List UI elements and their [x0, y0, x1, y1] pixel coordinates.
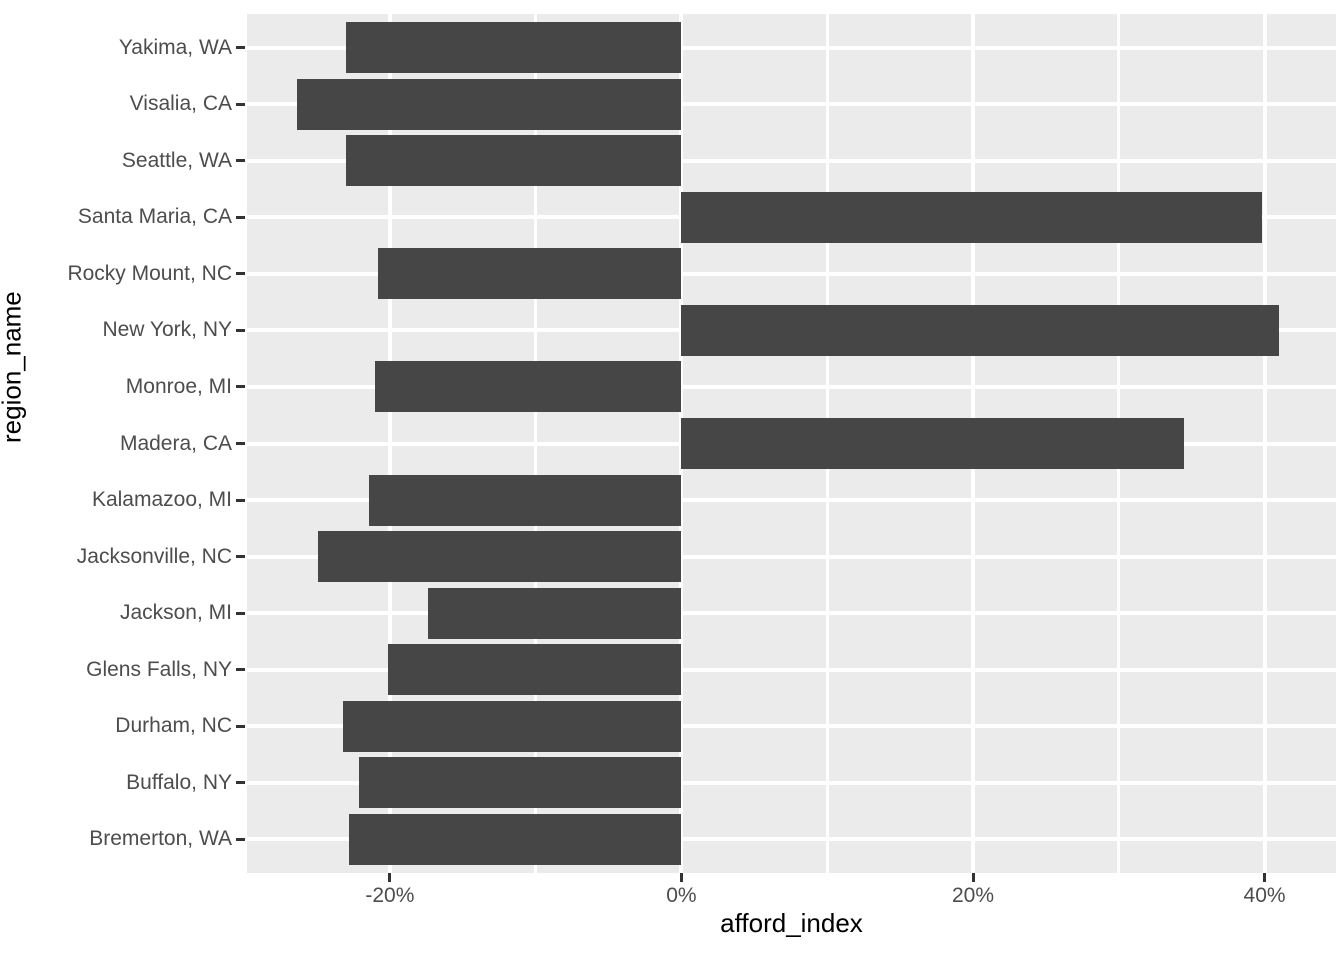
y-tick-label: Rocky Mount, NC — [67, 261, 232, 285]
y-tick-label: Seattle, WA — [121, 148, 232, 172]
y-tick-mark — [236, 272, 245, 276]
y-tick-label: Jackson, MI — [119, 601, 232, 625]
bar — [427, 588, 682, 639]
y-tick-mark — [236, 46, 245, 50]
y-gridline — [247, 384, 1336, 389]
bar — [375, 361, 682, 412]
y-tick-label: Yakima, WA — [118, 35, 232, 59]
y-gridline — [247, 158, 1336, 163]
y-tick-mark — [236, 159, 245, 163]
bar — [681, 192, 1262, 243]
x-tick-label: 20% — [951, 884, 995, 907]
x-tick-label: -20% — [365, 884, 415, 907]
y-tick-mark — [236, 837, 245, 841]
y-tick-mark — [236, 328, 245, 332]
y-tick-mark — [236, 442, 245, 445]
bar — [296, 79, 682, 130]
bar — [359, 757, 682, 808]
y-gridline — [247, 724, 1336, 729]
y-tick-label: Jacksonville, NC — [76, 544, 232, 568]
y-tick-mark — [236, 781, 245, 785]
y-tick-label: Kalamazoo, MI — [91, 488, 232, 511]
y-gridline — [247, 667, 1336, 672]
y-tick-label: Visalia, CA — [129, 92, 232, 116]
x-tick-mark — [971, 873, 975, 882]
y-tick-mark — [236, 668, 245, 672]
y-tick-mark — [236, 611, 245, 615]
y-tick-mark — [236, 498, 245, 502]
bar — [346, 22, 682, 73]
x-axis-title: afford_index — [720, 908, 863, 938]
y-gridline — [247, 498, 1336, 502]
y-tick-mark — [236, 215, 245, 219]
y-gridline — [247, 554, 1336, 559]
y-gridline — [247, 102, 1336, 107]
bar — [681, 305, 1280, 356]
y-tick-mark — [236, 724, 245, 728]
y-gridline — [247, 780, 1336, 785]
bar — [378, 248, 682, 299]
y-gridline — [247, 837, 1336, 842]
bar — [318, 531, 682, 582]
y-gridline — [247, 45, 1336, 50]
y-tick-mark — [236, 385, 245, 389]
y-tick-label: Madera, CA — [119, 431, 232, 455]
y-tick-label: Durham, NC — [115, 714, 232, 738]
y-tick-mark — [236, 102, 245, 106]
y-tick-mark — [236, 555, 245, 559]
bar — [388, 644, 682, 695]
y-tick-label: Bremerton, WA — [89, 827, 232, 851]
y-tick-label: Buffalo, NY — [126, 770, 232, 794]
y-gridline — [247, 271, 1336, 276]
y-gridline — [247, 611, 1336, 616]
x-tick-label: 40% — [1243, 884, 1286, 907]
y-tick-label: New York, NY — [102, 318, 232, 342]
y-tick-label: Monroe, MI — [125, 374, 232, 398]
bar — [346, 135, 682, 186]
y-tick-label: Glens Falls, NY — [86, 657, 232, 681]
y-axis-title: region_name — [0, 291, 27, 443]
bar — [343, 701, 682, 752]
y-tick-label: Santa Maria, CA — [77, 205, 232, 229]
bar — [349, 814, 682, 865]
plot-panel — [247, 14, 1336, 873]
x-tick-label: 0% — [666, 884, 697, 907]
bar — [369, 475, 682, 526]
x-tick-mark — [1263, 873, 1267, 882]
x-tick-mark — [679, 873, 683, 882]
bar — [681, 418, 1185, 469]
x-tick-mark — [388, 873, 392, 882]
